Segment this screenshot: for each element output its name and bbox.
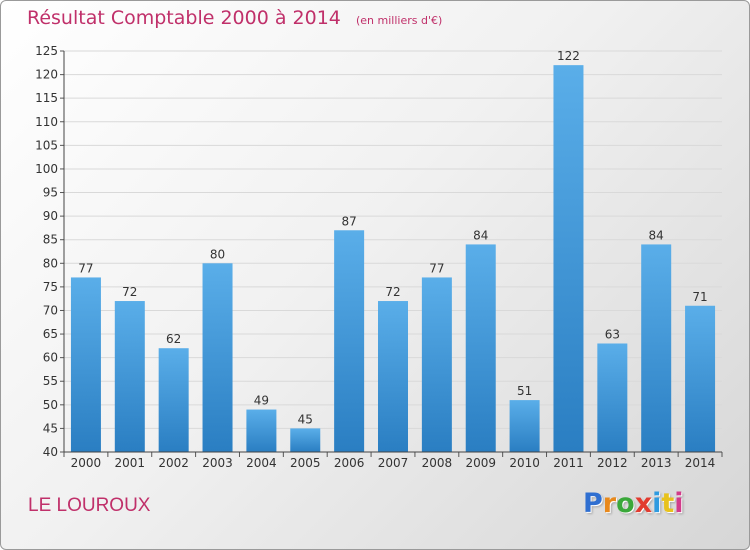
- data-labels: 77 72 62 80 49 45 87 72 77 84 51 122 63 84 71: [78, 49, 707, 426]
- y-tick-label: 40: [43, 445, 58, 459]
- bar-2000: [70, 277, 101, 452]
- logo-letter: t: [661, 488, 675, 519]
- x-tick-label-2014: 2014: [685, 456, 716, 470]
- bar-2014: [685, 305, 716, 452]
- x-tick-label-2007: 2007: [378, 456, 409, 470]
- data-label-2013: 84: [649, 228, 664, 242]
- y-tick-label: 125: [35, 44, 58, 58]
- logo-letter: P: [583, 488, 603, 519]
- bar-2013: [641, 244, 672, 452]
- bar-2008: [421, 277, 452, 452]
- data-label-2001: 72: [122, 285, 137, 299]
- x-tick-label-2009: 2009: [465, 456, 496, 470]
- bar-2003: [202, 263, 233, 452]
- y-axis-ticks: 40 45 50 55 60 65 70 75 80 85 90 95 100 105 110 115 120 1…: [35, 44, 64, 459]
- bar-2006: [334, 230, 365, 452]
- y-tick-label: 100: [35, 162, 58, 176]
- y-tick-label: 105: [35, 138, 58, 152]
- axes: [63, 51, 722, 453]
- bar-2012: [597, 343, 628, 452]
- bar-2005: [290, 428, 321, 452]
- x-tick-label-2005: 2005: [290, 456, 321, 470]
- y-tick-label: 60: [43, 351, 58, 365]
- y-tick-label: 65: [43, 327, 58, 341]
- data-label-2004: 49: [254, 394, 269, 408]
- x-tick-label-2011: 2011: [553, 456, 584, 470]
- data-label-2008: 77: [429, 261, 444, 275]
- logo-letter: r: [602, 488, 617, 519]
- y-tick-label: 70: [43, 303, 58, 317]
- y-tick-label: 45: [43, 421, 58, 435]
- bar-2001: [114, 301, 145, 452]
- x-tick-label-2004: 2004: [246, 456, 277, 470]
- data-label-2005: 45: [298, 412, 313, 426]
- bar-2007: [378, 301, 408, 452]
- y-tick-label: 50: [43, 398, 58, 412]
- bar-2002: [158, 348, 189, 452]
- data-label-2000: 77: [78, 261, 93, 275]
- x-tick-label-2000: 2000: [71, 456, 102, 470]
- y-tick-label: 95: [43, 186, 58, 200]
- y-tick-label: 75: [43, 280, 58, 294]
- x-tick-label-2002: 2002: [158, 456, 189, 470]
- bar-2004: [246, 409, 277, 452]
- data-label-2012: 63: [605, 327, 620, 341]
- y-tick-label: 110: [35, 115, 58, 129]
- bar-2009: [465, 244, 496, 452]
- logo-letter: i: [652, 488, 662, 519]
- bar-2011: [553, 65, 584, 452]
- title-row: Résultat Comptable 2000 à 2014 (en milli…: [27, 7, 442, 29]
- y-tick-label: 55: [43, 374, 58, 388]
- x-axis-ticks: 2000 2001 2002 2003 2004 2005 2006 2007 2008 2009…: [63, 452, 723, 470]
- y-tick-label: 115: [35, 91, 58, 105]
- logo-letter: i: [674, 488, 684, 519]
- logo-letter: o: [616, 488, 635, 519]
- chart-title: Résultat Comptable 2000 à 2014: [27, 7, 341, 29]
- y-tick-label: 80: [43, 256, 58, 270]
- data-label-2007: 72: [385, 285, 400, 299]
- x-tick-label-2012: 2012: [597, 456, 628, 470]
- data-label-2006: 87: [341, 214, 356, 228]
- data-label-2011: 122: [557, 49, 580, 63]
- x-tick-label-2006: 2006: [334, 456, 365, 470]
- bars: [70, 65, 716, 452]
- data-label-2002: 62: [166, 332, 181, 346]
- town-name: LE LOUROUX: [28, 495, 151, 516]
- bar-2010: [509, 400, 540, 452]
- y-tick-label: 120: [35, 68, 58, 82]
- proxiti-logo: Proxiti: [583, 488, 684, 519]
- y-tick-label: 85: [43, 233, 58, 247]
- data-label-2014: 71: [692, 290, 707, 304]
- x-tick-label-2010: 2010: [509, 456, 540, 470]
- y-tick-label: 90: [43, 209, 58, 223]
- x-tick-label-2003: 2003: [202, 456, 233, 470]
- data-label-2009: 84: [473, 228, 488, 242]
- data-label-2010: 51: [517, 384, 532, 398]
- x-tick-label-2008: 2008: [422, 456, 453, 470]
- logo-letter: x: [634, 488, 653, 519]
- x-tick-label-2013: 2013: [641, 456, 672, 470]
- chart-unit: (en milliers d'€): [355, 14, 443, 27]
- x-tick-label-2001: 2001: [115, 456, 146, 470]
- data-label-2003: 80: [210, 247, 225, 261]
